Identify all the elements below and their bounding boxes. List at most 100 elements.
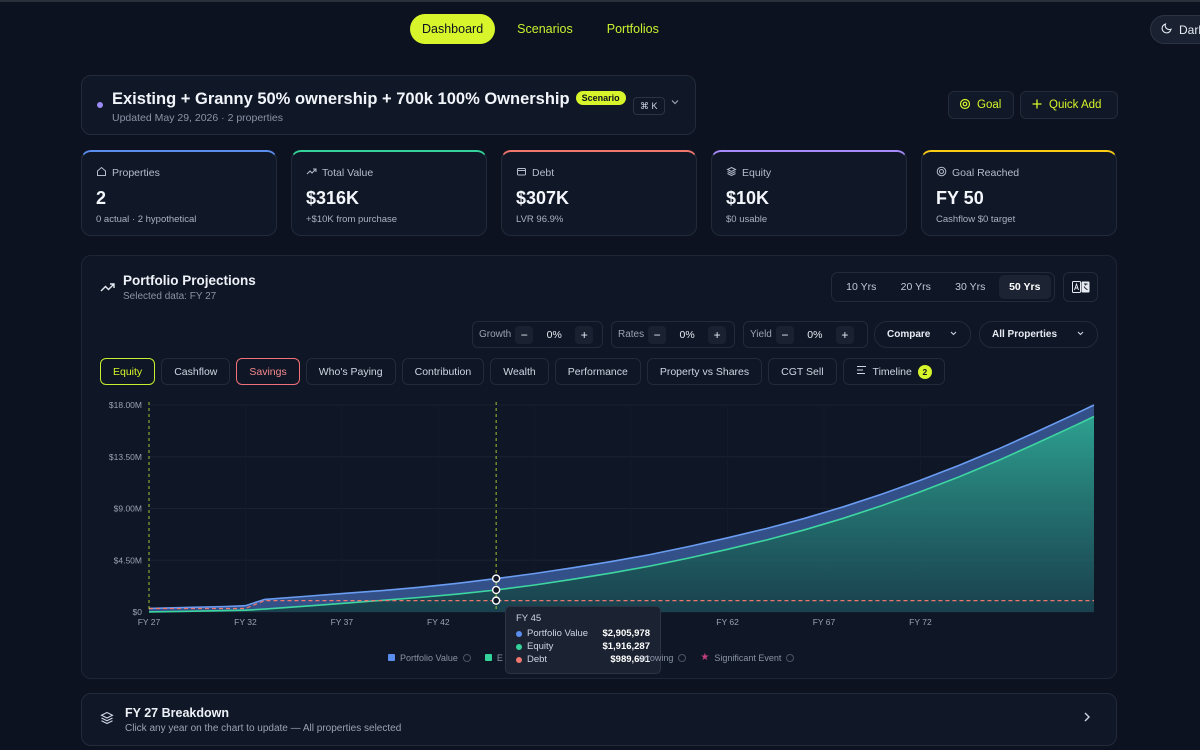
tooltip-value: $2,905,978 bbox=[602, 628, 650, 639]
translate-icon[interactable] bbox=[1063, 272, 1098, 302]
breakdown-panel[interactable]: FY 27 Breakdown Click any year on the ch… bbox=[81, 693, 1117, 746]
legend-significant-event[interactable]: ★ Significant Event bbox=[700, 652, 795, 663]
stat-value: $307K bbox=[516, 188, 570, 208]
hover-points bbox=[491, 574, 501, 605]
nav-scenarios[interactable]: Scenarios bbox=[517, 22, 573, 36]
legend-label: Significant Event bbox=[714, 652, 782, 663]
tab-wealth[interactable]: Wealth bbox=[490, 358, 549, 385]
chart-tooltip: FY 45 Portfolio Value $2,905,978 Equity … bbox=[505, 606, 661, 674]
main-nav: Dashboard Scenarios Portfolios bbox=[410, 14, 671, 44]
y-tick-label: $0 bbox=[133, 607, 143, 617]
stat-note: +$10K from purchase bbox=[306, 214, 398, 225]
x-tick-label: FY 32 bbox=[234, 617, 257, 627]
stat-label-row: Properties bbox=[96, 166, 160, 180]
tooltip-title: FY 45 bbox=[516, 613, 542, 624]
chevron-right-icon[interactable] bbox=[1082, 710, 1092, 726]
growth-increment-button[interactable]: + bbox=[575, 325, 594, 344]
scenario-header[interactable]: Existing + Granny 50% ownership + 700k 1… bbox=[81, 75, 696, 135]
equity-area bbox=[149, 416, 1094, 612]
stat-label: Debt bbox=[532, 167, 555, 179]
star-icon: ★ bbox=[700, 652, 710, 663]
legend-label: orrowing bbox=[638, 652, 674, 663]
list-icon bbox=[856, 365, 867, 378]
rates-label: Rates bbox=[618, 329, 645, 340]
chart-legend: Portfolio Value E orrowing ★ Significant … bbox=[388, 652, 795, 663]
command-shortcut: ⌘ K bbox=[633, 97, 665, 115]
timeline-count-badge: 2 bbox=[917, 364, 932, 379]
chart-markers bbox=[148, 402, 497, 612]
range-20-yrs[interactable]: 20 Yrs bbox=[900, 281, 931, 293]
y-tick-label: $9.00M bbox=[114, 504, 142, 514]
range-50-yrs[interactable]: 50 Yrs bbox=[998, 275, 1051, 299]
target-icon bbox=[936, 166, 947, 180]
x-tick-label: FY 72 bbox=[909, 617, 932, 627]
tab-timeline[interactable]: Timeline 2 bbox=[842, 358, 945, 385]
legend-borrowing[interactable]: orrowing bbox=[639, 653, 687, 663]
stat-value: 2 bbox=[96, 188, 107, 208]
rates-increment-button[interactable]: + bbox=[708, 325, 727, 344]
tab-equity[interactable]: Equity bbox=[100, 358, 156, 385]
goal-button[interactable]: Goal bbox=[948, 91, 1014, 119]
breakdown-subtitle: Click any year on the chart to update — … bbox=[125, 723, 402, 734]
tooltip-row: Equity $1,916,287 bbox=[516, 640, 650, 653]
legend-swatch bbox=[484, 654, 492, 661]
y-tick-label: $13.50M bbox=[109, 452, 142, 462]
layers-icon bbox=[726, 166, 737, 180]
yield-increment-button[interactable]: + bbox=[835, 325, 854, 344]
rates-stepper: Rates − 0% + bbox=[611, 321, 735, 348]
projections-title: Portfolio Projections bbox=[123, 273, 256, 288]
legend-portfolio-value[interactable]: Portfolio Value bbox=[388, 653, 471, 663]
moon-icon bbox=[1161, 22, 1173, 37]
range-30-yrs[interactable]: 30 Yrs bbox=[955, 281, 986, 293]
hover-point bbox=[491, 596, 501, 605]
properties-dropdown[interactable]: All Properties bbox=[979, 321, 1098, 348]
yield-stepper: Yield − 0% + bbox=[743, 321, 868, 348]
legend-label: Portfolio Value bbox=[400, 652, 458, 663]
stat-card-properties: Properties 2 0 actual · 2 hypothetical bbox=[81, 150, 277, 236]
portfolio-value-line bbox=[148, 404, 1095, 610]
compare-dropdown[interactable]: Compare bbox=[874, 321, 971, 348]
x-tick-label: FY 67 bbox=[813, 617, 836, 627]
tooltip-value: $989,691 bbox=[610, 654, 650, 665]
x-tick-label: FY 42 bbox=[427, 617, 450, 627]
tooltip-label: Debt bbox=[527, 654, 548, 665]
tab-property-vs-shares[interactable]: Property vs Shares bbox=[646, 358, 763, 385]
stat-note: Cashflow $0 target bbox=[936, 214, 1016, 225]
home-icon bbox=[96, 166, 107, 180]
target-icon bbox=[959, 98, 971, 113]
yield-label: Yield bbox=[750, 329, 772, 340]
stat-label-row: Debt bbox=[516, 166, 554, 180]
growth-value: 0% bbox=[546, 328, 562, 341]
plus-icon bbox=[1031, 98, 1043, 113]
tab-cashflow[interactable]: Cashflow bbox=[161, 358, 231, 385]
chevron-down-icon bbox=[1076, 329, 1085, 341]
growth-decrement-button[interactable]: − bbox=[515, 325, 534, 344]
nav-dashboard[interactable]: Dashboard bbox=[410, 14, 496, 44]
legend-equity[interactable]: E bbox=[484, 652, 503, 663]
tab-whos-paying[interactable]: Who's Paying bbox=[305, 358, 396, 385]
tooltip-row: Debt $989,691 bbox=[516, 653, 650, 666]
tab-contribution[interactable]: Contribution bbox=[401, 358, 485, 385]
scenario-badge: Scenario bbox=[575, 91, 626, 105]
rates-decrement-button[interactable]: − bbox=[648, 325, 667, 344]
properties-label: All Properties bbox=[992, 329, 1058, 340]
wallet-icon bbox=[516, 166, 527, 180]
theme-toggle[interactable]: Dark bbox=[1150, 15, 1200, 44]
stat-label: Total Value bbox=[322, 167, 374, 179]
range-10-yrs[interactable]: 10 Yrs bbox=[846, 281, 877, 293]
projection-chart[interactable]: $18.00M $13.50M $9.00M $4.50M $0 FY 27 FY 32 F… bbox=[0, 0, 1200, 680]
tab-cgt-sell[interactable]: CGT Sell bbox=[768, 358, 837, 385]
quick-add-button[interactable]: Quick Add bbox=[1020, 91, 1118, 119]
tooltip-label: Equity bbox=[527, 641, 554, 652]
tab-performance[interactable]: Performance bbox=[554, 358, 641, 385]
stat-card-debt: Debt $307K LVR 96.9% bbox=[501, 150, 697, 236]
chevron-down-icon bbox=[949, 329, 958, 341]
y-tick-label: $4.50M bbox=[114, 555, 142, 565]
legend-label: E bbox=[496, 652, 503, 663]
yield-decrement-button[interactable]: − bbox=[775, 325, 794, 344]
tab-savings[interactable]: Savings bbox=[236, 358, 300, 385]
stat-card-equity: Equity $10K $0 usable bbox=[711, 150, 907, 236]
nav-portfolios[interactable]: Portfolios bbox=[606, 22, 659, 36]
chevron-down-icon[interactable] bbox=[670, 97, 680, 110]
hover-point bbox=[491, 574, 501, 583]
